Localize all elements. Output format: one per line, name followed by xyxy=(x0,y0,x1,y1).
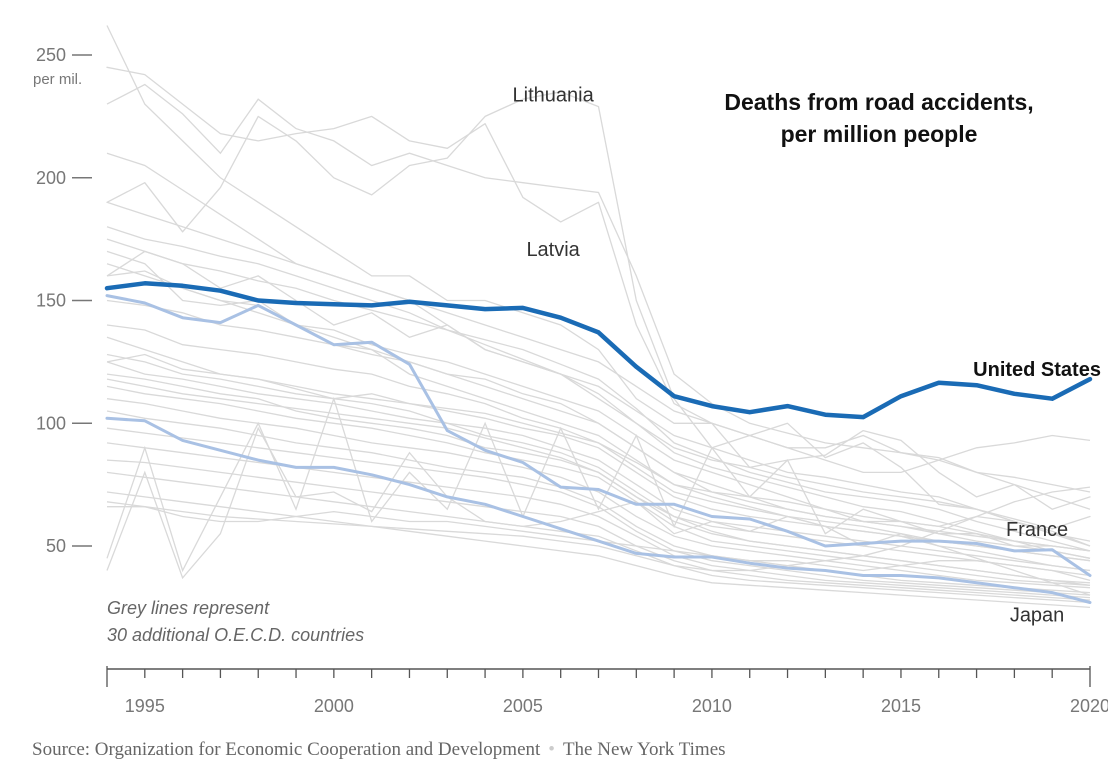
grey-country-line xyxy=(106,442,1091,599)
grey-country-line xyxy=(106,459,1091,601)
annotation-france: France xyxy=(1006,519,1068,541)
grey-country-line xyxy=(106,353,1091,572)
annotation-lithuania: Lithuania xyxy=(513,84,595,106)
road-deaths-chart: 50 100 150 200 250 per mil. 1995 2000 2005 2010 2… xyxy=(33,25,1108,716)
chart-title: Deaths from road accidents, per million p… xyxy=(724,89,1033,147)
note-line: 30 additional O.E.C.D. countries xyxy=(107,625,364,645)
grey-country-line xyxy=(106,299,1091,552)
y-tick-label: 200 xyxy=(36,168,66,188)
grey-country-line xyxy=(106,336,1091,562)
grey-country-line xyxy=(106,398,1091,589)
separator-dot: • xyxy=(548,739,555,760)
grey-country-lines xyxy=(106,25,1091,609)
grey-country-line xyxy=(106,250,1091,552)
x-tick-label: 2020 xyxy=(1070,696,1108,716)
x-axis: 1995 2000 2005 2010 2015 2020 xyxy=(106,666,1108,716)
x-tick-label: 2010 xyxy=(692,696,732,716)
y-tick-label: 150 xyxy=(36,291,66,311)
series-line-lithuania xyxy=(106,91,1091,530)
series-line-latvia xyxy=(106,66,1091,510)
grey-country-line xyxy=(106,491,1091,609)
grey-country-line xyxy=(106,378,1091,586)
y-axis: 50 100 150 200 250 per mil. xyxy=(33,45,92,556)
publisher: The New York Times xyxy=(562,739,726,760)
grey-country-line xyxy=(106,25,1091,493)
x-tick-label: 1995 xyxy=(125,696,165,716)
grey-country-line xyxy=(106,486,1091,572)
y-tick-label: 100 xyxy=(36,413,66,433)
x-tick-label: 2015 xyxy=(881,696,921,716)
grey-country-line xyxy=(106,427,1091,596)
series-line-france xyxy=(105,294,1092,577)
x-tick-label: 2000 xyxy=(314,696,354,716)
source-line: Source: Organization for Economic Cooper… xyxy=(32,739,726,761)
y-unit-label: per mil. xyxy=(33,71,82,88)
grey-country-line xyxy=(106,471,1091,604)
title-line: Deaths from road accidents, xyxy=(724,89,1033,115)
highlighted-series xyxy=(104,66,1093,604)
series-line-japan xyxy=(105,416,1092,604)
y-tick-label: 50 xyxy=(46,536,66,556)
grey-country-line xyxy=(106,83,1091,510)
grey-country-line xyxy=(106,396,1091,573)
annotations: Lithuania Latvia United States France Japan xyxy=(513,84,1101,626)
grey-country-line xyxy=(106,361,1091,577)
annotation-japan: Japan xyxy=(1010,605,1065,627)
grey-country-line xyxy=(106,410,1091,594)
x-tick-label: 2005 xyxy=(503,696,543,716)
grey-country-line xyxy=(106,353,1091,572)
note-line: Grey lines represent xyxy=(107,598,270,618)
title-line: per million people xyxy=(781,121,978,147)
source-label: Source: Organization for Economic Cooper… xyxy=(32,739,541,760)
grey-lines-note: Grey lines represent 30 additional O.E.C.… xyxy=(107,598,364,645)
grey-country-line xyxy=(106,238,1091,552)
grey-country-line xyxy=(106,385,1091,586)
annotation-united-states: United States xyxy=(973,359,1101,381)
grey-country-line xyxy=(106,250,1091,542)
y-tick-label: 250 xyxy=(36,45,66,65)
series-line-united-states xyxy=(104,281,1093,420)
grey-country-line xyxy=(106,201,1091,547)
grey-country-line xyxy=(106,152,1091,474)
grey-country-line xyxy=(107,506,1091,582)
annotation-latvia: Latvia xyxy=(526,239,580,261)
grey-country-line xyxy=(106,226,1091,559)
